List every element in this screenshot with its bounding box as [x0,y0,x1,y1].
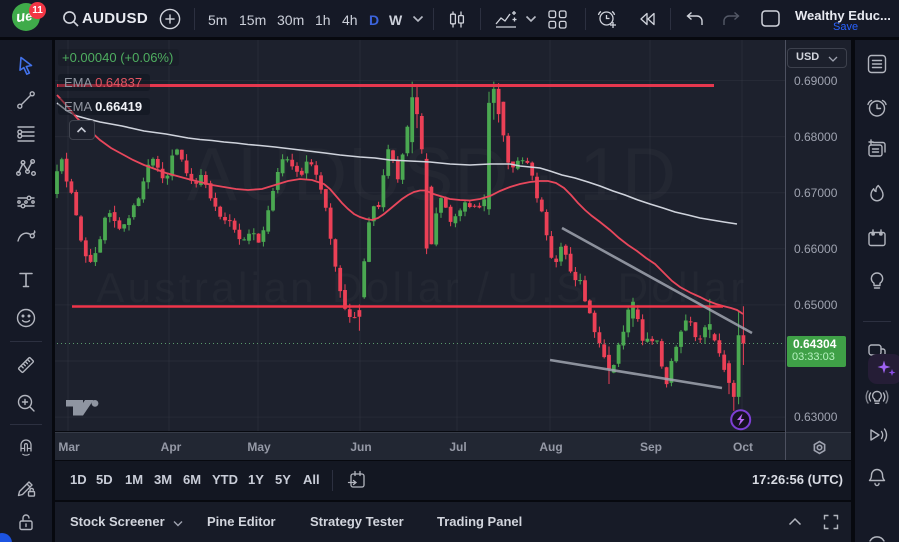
svg-text:Australian Dollar / U.S. Dolla: Australian Dollar / U.S. Dollar [96,264,748,311]
